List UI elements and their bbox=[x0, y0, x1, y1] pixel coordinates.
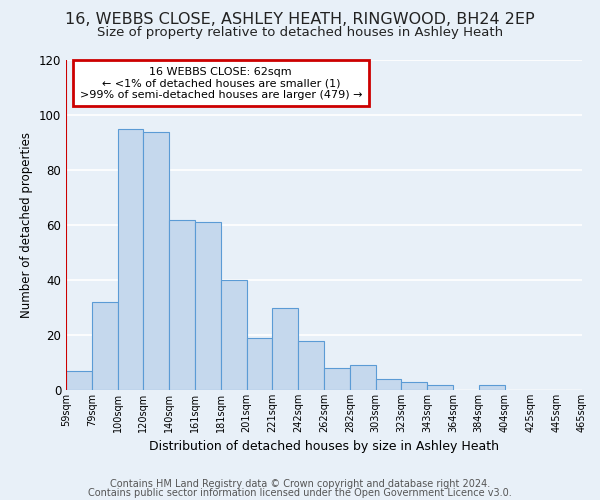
Bar bbox=[479, 384, 505, 390]
Bar bbox=[427, 384, 453, 390]
Y-axis label: Number of detached properties: Number of detached properties bbox=[20, 132, 33, 318]
Bar bbox=[401, 382, 427, 390]
Bar bbox=[298, 340, 324, 390]
Bar bbox=[66, 371, 92, 390]
Bar bbox=[324, 368, 350, 390]
Bar bbox=[272, 308, 298, 390]
Bar bbox=[350, 365, 376, 390]
Text: 16, WEBBS CLOSE, ASHLEY HEATH, RINGWOOD, BH24 2EP: 16, WEBBS CLOSE, ASHLEY HEATH, RINGWOOD,… bbox=[65, 12, 535, 28]
Bar bbox=[92, 302, 118, 390]
Text: Size of property relative to detached houses in Ashley Heath: Size of property relative to detached ho… bbox=[97, 26, 503, 39]
Bar bbox=[247, 338, 272, 390]
Bar bbox=[376, 379, 401, 390]
Text: Contains HM Land Registry data © Crown copyright and database right 2024.: Contains HM Land Registry data © Crown c… bbox=[110, 479, 490, 489]
Text: Contains public sector information licensed under the Open Government Licence v3: Contains public sector information licen… bbox=[88, 488, 512, 498]
Text: 16 WEBBS CLOSE: 62sqm
← <1% of detached houses are smaller (1)
>99% of semi-deta: 16 WEBBS CLOSE: 62sqm ← <1% of detached … bbox=[80, 66, 362, 100]
Bar bbox=[221, 280, 247, 390]
X-axis label: Distribution of detached houses by size in Ashley Heath: Distribution of detached houses by size … bbox=[149, 440, 499, 454]
Bar bbox=[143, 132, 169, 390]
Bar bbox=[118, 128, 143, 390]
Bar bbox=[169, 220, 195, 390]
Bar bbox=[195, 222, 221, 390]
